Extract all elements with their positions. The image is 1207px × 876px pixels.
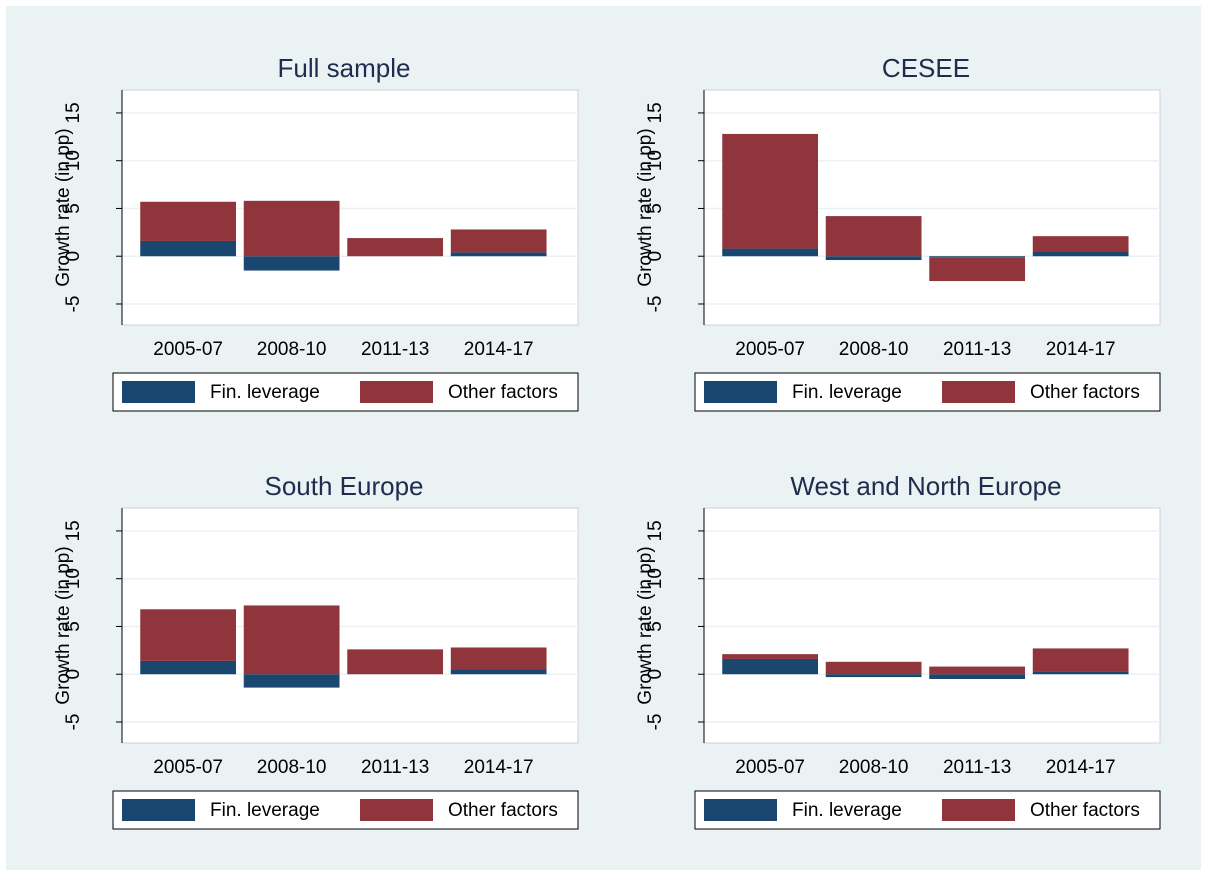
- y-tick-label: 10: [645, 150, 666, 171]
- bar: [722, 654, 818, 659]
- bar: [825, 216, 922, 257]
- bar: [450, 229, 547, 253]
- x-tick-label: 2005-07: [735, 757, 805, 778]
- y-axis-label: Growth rate (in pp): [53, 546, 74, 704]
- bar: [1032, 251, 1129, 257]
- legend-label: Fin. leverage: [792, 800, 902, 821]
- y-tick-label: 10: [63, 150, 84, 171]
- y-tick-label: 5: [645, 621, 666, 632]
- bar: [450, 669, 547, 675]
- y-tick-label: 10: [63, 568, 84, 589]
- x-tick-label: 2008-10: [257, 757, 327, 778]
- x-tick-label: 2011-13: [361, 339, 429, 360]
- y-tick-label: 15: [63, 520, 84, 541]
- legend-key: [360, 799, 433, 821]
- plot-area: [703, 507, 1161, 744]
- bar: [347, 238, 444, 257]
- x-tick-label: 2014-17: [1046, 339, 1116, 360]
- bar: [929, 256, 1026, 258]
- y-axis-label: Growth rate (in pp): [635, 128, 656, 286]
- bar: [243, 200, 340, 257]
- bar: [722, 248, 818, 257]
- y-tick-label: -5: [645, 714, 666, 731]
- bar: [140, 201, 236, 241]
- y-tick-label: 5: [645, 203, 666, 214]
- y-tick-label: -5: [63, 714, 84, 731]
- legend-key: [942, 799, 1015, 821]
- y-axis-label: Growth rate (in pp): [635, 546, 656, 704]
- x-tick-label: 2011-13: [361, 757, 429, 778]
- legend-key: [122, 799, 195, 821]
- bar: [929, 674, 1026, 679]
- y-tick-label: 15: [63, 102, 84, 123]
- bar: [825, 674, 922, 678]
- x-tick-label: 2011-13: [943, 339, 1011, 360]
- bar: [825, 256, 922, 261]
- legend-label: Other factors: [1030, 382, 1140, 403]
- y-tick-label: 15: [645, 520, 666, 541]
- bar: [140, 660, 236, 675]
- x-tick-label: 2008-10: [257, 339, 327, 360]
- bar: [929, 257, 1026, 282]
- chart-title: West and North Europe: [790, 471, 1061, 501]
- chart-title: South Europe: [264, 471, 423, 501]
- bar: [929, 666, 1026, 675]
- bar: [1032, 671, 1129, 675]
- x-tick-label: 2014-17: [464, 757, 534, 778]
- x-tick-label: 2005-07: [153, 757, 223, 778]
- bar: [825, 661, 922, 675]
- y-tick-label: 0: [645, 669, 666, 680]
- y-tick-label: -5: [63, 296, 84, 313]
- x-tick-label: 2014-17: [464, 339, 534, 360]
- x-tick-label: 2005-07: [735, 339, 805, 360]
- bar: [722, 658, 818, 675]
- y-tick-label: 0: [645, 251, 666, 262]
- legend-key: [122, 381, 195, 403]
- bar: [243, 674, 340, 688]
- chart-title: CESEE: [882, 53, 970, 83]
- y-tick-label: 5: [63, 621, 84, 632]
- y-axis-label: Growth rate (in pp): [53, 128, 74, 286]
- bar: [1032, 648, 1129, 672]
- legend-label: Fin. leverage: [792, 382, 902, 403]
- bar: [140, 609, 236, 661]
- bar: [347, 649, 444, 675]
- legend-label: Other factors: [1030, 800, 1140, 821]
- bar: [450, 647, 547, 670]
- y-tick-label: 10: [645, 568, 666, 589]
- legend-label: Other factors: [448, 382, 558, 403]
- legend-key: [942, 381, 1015, 403]
- x-tick-label: 2008-10: [839, 339, 909, 360]
- y-tick-label: -5: [645, 296, 666, 313]
- bar: [243, 605, 340, 675]
- y-tick-label: 0: [63, 251, 84, 262]
- x-tick-label: 2008-10: [839, 757, 909, 778]
- bar: [140, 240, 236, 257]
- y-tick-label: 15: [645, 102, 666, 123]
- bar: [722, 133, 818, 249]
- legend-label: Other factors: [448, 800, 558, 821]
- x-tick-label: 2005-07: [153, 339, 223, 360]
- bar: [243, 256, 340, 271]
- bar: [450, 252, 547, 257]
- bar: [1032, 236, 1129, 252]
- legend-label: Fin. leverage: [210, 382, 320, 403]
- legend-key: [704, 381, 777, 403]
- y-tick-label: 5: [63, 203, 84, 214]
- y-tick-label: 0: [63, 669, 84, 680]
- legend-key: [704, 799, 777, 821]
- chart-title: Full sample: [278, 53, 411, 83]
- x-tick-label: 2011-13: [943, 757, 1011, 778]
- legend-label: Fin. leverage: [210, 800, 320, 821]
- legend-key: [360, 381, 433, 403]
- x-tick-label: 2014-17: [1046, 757, 1116, 778]
